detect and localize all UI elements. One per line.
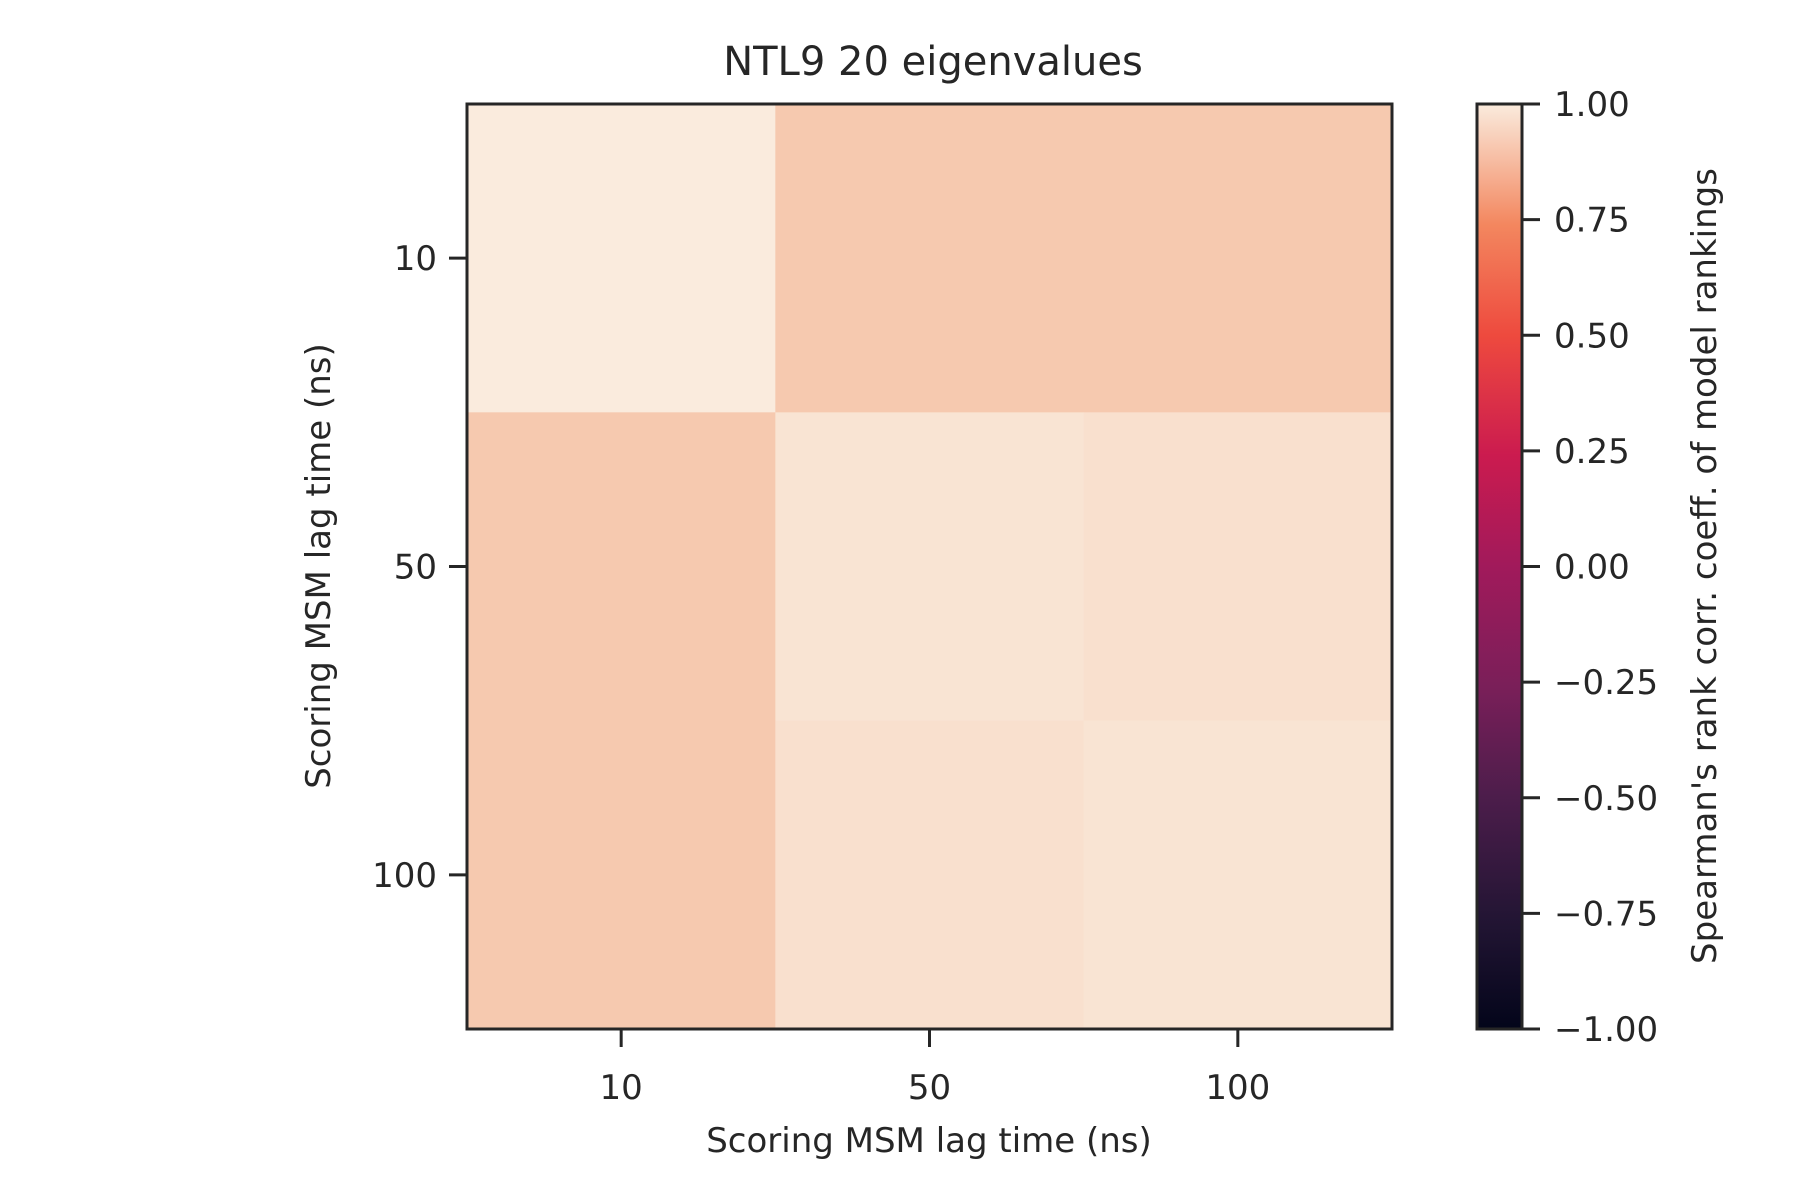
x-tick-label: 10: [600, 1068, 643, 1108]
colorbar-tick-label: −1.00: [1554, 1010, 1658, 1050]
heatmap-cell: [1083, 412, 1393, 722]
colorbar-tick-label: 1.00: [1554, 85, 1630, 125]
heatmap-cell: [775, 720, 1085, 1030]
colorbar: [1475, 102, 1524, 1031]
heatmap-cell: [467, 412, 776, 722]
colorbar-tick-label: 0.25: [1554, 432, 1630, 472]
y-tick-label: 10: [394, 239, 437, 279]
heatmap-cell: [775, 104, 1085, 413]
colorbar-tick-label: 0.75: [1554, 201, 1630, 241]
colorbar-ticks: 1.00 0.75 0.50 0.25 0.00 −0.25 −0.50 −0.75 −1.00: [1522, 85, 1658, 1050]
heatmap-cell: [467, 104, 776, 413]
heatmap-cell: [775, 412, 1085, 722]
y-axis-ticks: 10 50 100: [372, 239, 467, 896]
heatmap-cell: [467, 720, 776, 1030]
y-axis-label: Scoring MSM lag time (ns): [299, 343, 339, 789]
colorbar-tick-label: −0.25: [1554, 663, 1658, 703]
colorbar-tick-label: −0.50: [1554, 779, 1658, 819]
heatmap-cell: [1083, 104, 1393, 413]
chart-title: NTL9 20 eigenvalues: [723, 39, 1143, 85]
colorbar-tick-label: 0.50: [1554, 316, 1630, 356]
colorbar-tick-label: −0.75: [1554, 894, 1658, 934]
x-axis-label: Scoring MSM lag time (ns): [706, 1121, 1152, 1161]
colorbar-label: Spearman's rank corr. coeff. of model ra…: [1685, 168, 1725, 964]
y-tick-label: 50: [394, 548, 437, 588]
heatmap-cells: [467, 104, 1393, 1030]
y-tick-label: 100: [372, 856, 437, 896]
heatmap-cell: [1083, 720, 1393, 1030]
colorbar-tick-label: 0.00: [1554, 548, 1630, 588]
x-tick-label: 100: [1205, 1068, 1270, 1108]
x-axis-ticks: 10 50 100: [600, 1029, 1270, 1108]
x-tick-label: 50: [908, 1068, 951, 1108]
